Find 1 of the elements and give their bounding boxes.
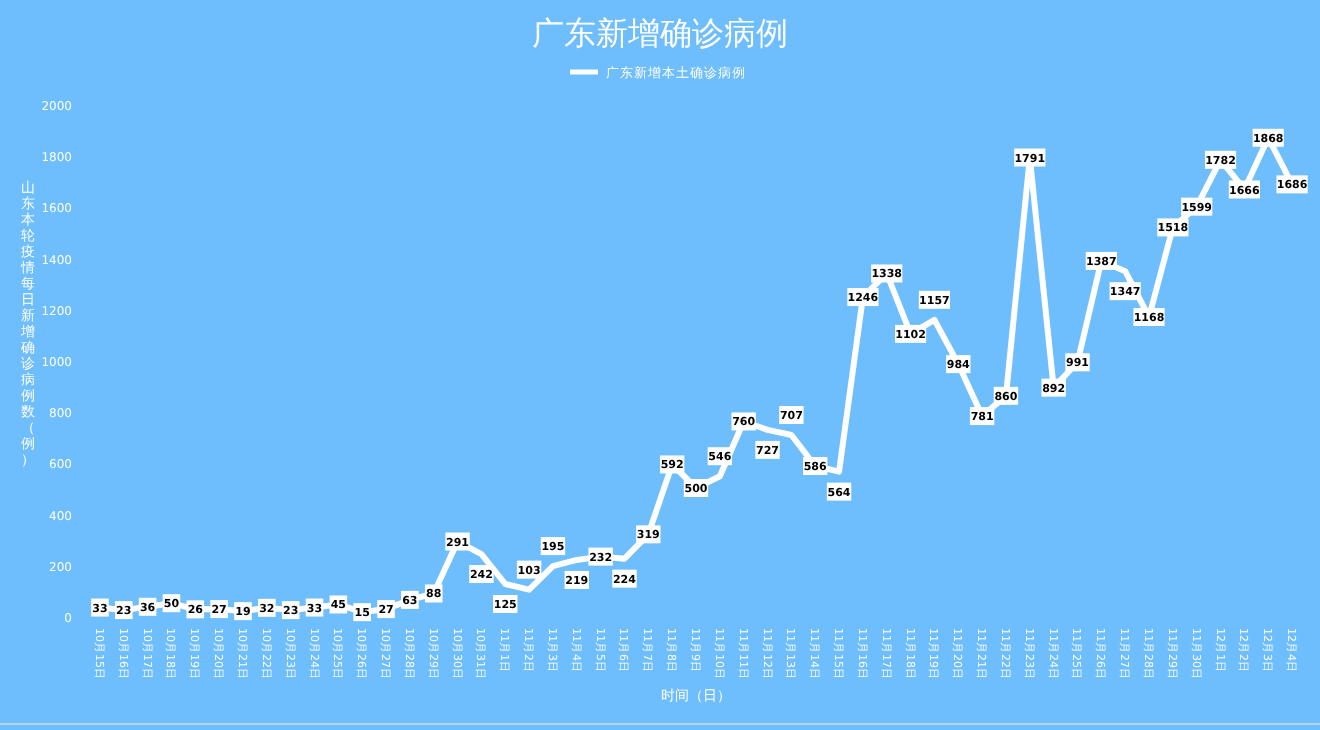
chart-title: 广东新增确诊病例: [532, 14, 788, 52]
